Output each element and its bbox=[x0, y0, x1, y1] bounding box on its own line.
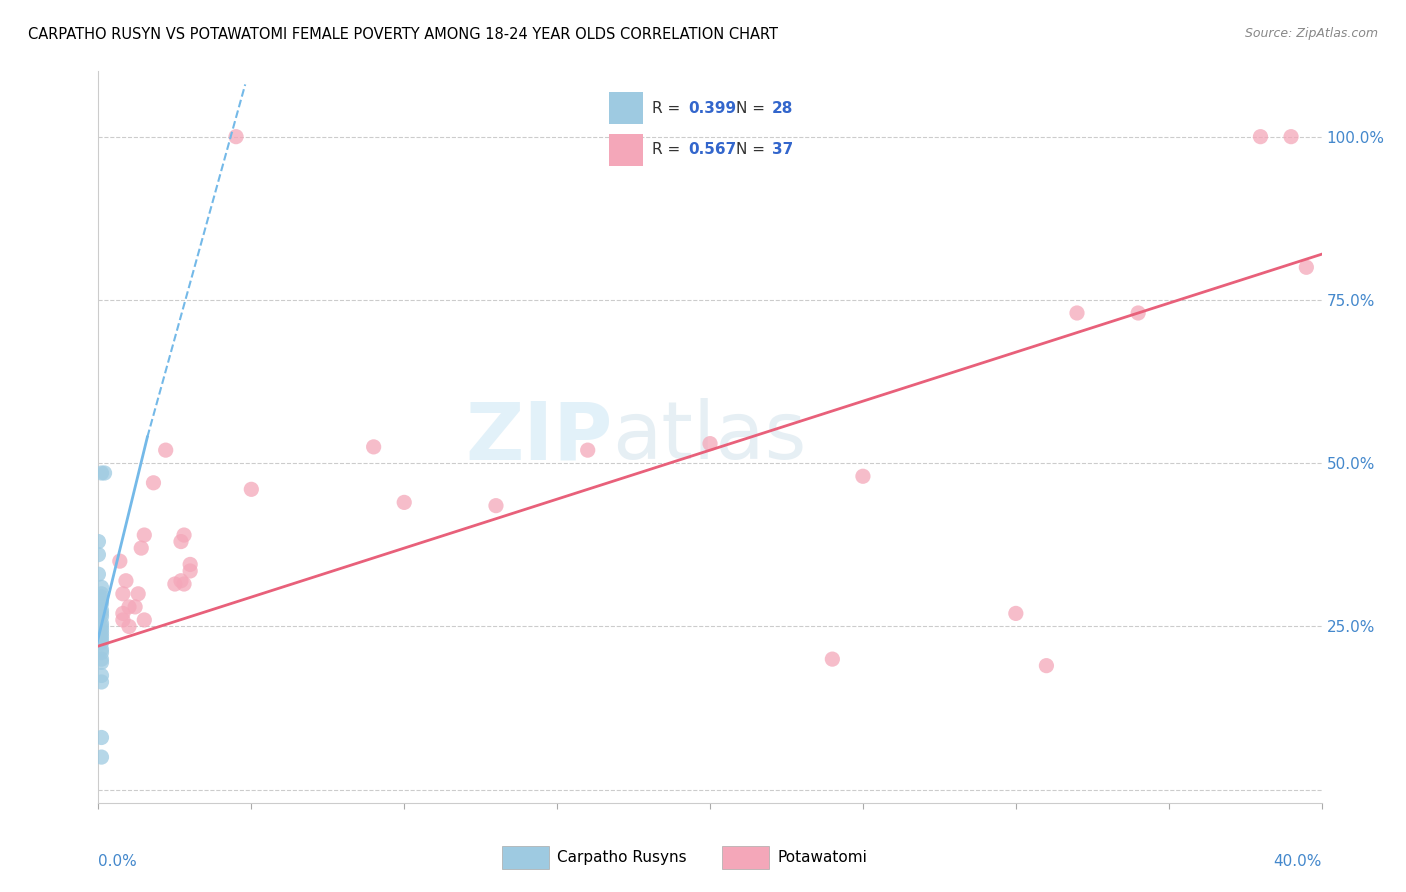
Point bbox=[1004, 607, 1026, 621]
Point bbox=[90, 590, 112, 604]
Text: CARPATHO RUSYN VS POTAWATOMI FEMALE POVERTY AMONG 18-24 YEAR OLDS CORRELATION CH: CARPATHO RUSYN VS POTAWATOMI FEMALE POVE… bbox=[28, 27, 778, 42]
Point bbox=[118, 599, 141, 614]
Point bbox=[90, 616, 112, 631]
Point bbox=[363, 440, 385, 454]
Text: 40.0%: 40.0% bbox=[1274, 854, 1322, 869]
Point bbox=[163, 577, 186, 591]
Point bbox=[118, 619, 141, 633]
Point bbox=[392, 495, 416, 509]
Text: Potawatomi: Potawatomi bbox=[778, 850, 868, 865]
Point bbox=[1128, 306, 1150, 320]
Point bbox=[90, 466, 112, 480]
Point bbox=[90, 652, 112, 666]
Point bbox=[90, 603, 112, 617]
Point bbox=[179, 558, 201, 572]
Text: 0.0%: 0.0% bbox=[98, 854, 138, 869]
Point bbox=[127, 587, 149, 601]
Point bbox=[129, 541, 152, 555]
Point bbox=[1066, 306, 1088, 320]
Point bbox=[90, 623, 112, 637]
Bar bbox=[723, 846, 769, 870]
Point bbox=[90, 656, 112, 670]
Point bbox=[90, 597, 112, 611]
Point bbox=[852, 469, 875, 483]
Point bbox=[90, 593, 112, 607]
Bar bbox=[502, 846, 548, 870]
Point bbox=[111, 607, 134, 621]
Text: ZIP: ZIP bbox=[465, 398, 612, 476]
Point bbox=[90, 626, 112, 640]
Point bbox=[90, 731, 112, 745]
Point bbox=[93, 466, 115, 480]
Point bbox=[90, 750, 112, 764]
Point bbox=[134, 528, 156, 542]
Point bbox=[1249, 129, 1271, 144]
Point bbox=[1279, 129, 1302, 144]
Point bbox=[90, 629, 112, 643]
Point bbox=[225, 129, 247, 144]
Point bbox=[90, 619, 112, 633]
Point bbox=[170, 534, 193, 549]
Point bbox=[90, 587, 112, 601]
Point bbox=[90, 632, 112, 647]
Point bbox=[87, 548, 110, 562]
Point bbox=[142, 475, 165, 490]
Point bbox=[90, 675, 112, 690]
Point bbox=[90, 646, 112, 660]
Point bbox=[108, 554, 131, 568]
Point bbox=[87, 534, 110, 549]
Point bbox=[111, 613, 134, 627]
Point bbox=[173, 528, 195, 542]
Text: atlas: atlas bbox=[612, 398, 807, 476]
Point bbox=[173, 577, 195, 591]
Point bbox=[699, 436, 721, 450]
Point bbox=[821, 652, 844, 666]
Point bbox=[134, 613, 156, 627]
Text: Source: ZipAtlas.com: Source: ZipAtlas.com bbox=[1244, 27, 1378, 40]
Point bbox=[1035, 658, 1057, 673]
Point bbox=[90, 609, 112, 624]
Point bbox=[115, 574, 138, 588]
Point bbox=[155, 443, 177, 458]
Point bbox=[87, 567, 110, 582]
Point bbox=[111, 587, 134, 601]
Point bbox=[179, 564, 201, 578]
Point bbox=[90, 580, 112, 594]
Point bbox=[485, 499, 508, 513]
Point bbox=[90, 636, 112, 650]
Point bbox=[576, 443, 599, 458]
Point bbox=[170, 574, 193, 588]
Point bbox=[1295, 260, 1317, 275]
Text: Carpatho Rusyns: Carpatho Rusyns bbox=[557, 850, 686, 865]
Point bbox=[124, 599, 146, 614]
Point bbox=[90, 607, 112, 621]
Point bbox=[240, 483, 263, 497]
Point bbox=[90, 668, 112, 682]
Point bbox=[90, 642, 112, 657]
